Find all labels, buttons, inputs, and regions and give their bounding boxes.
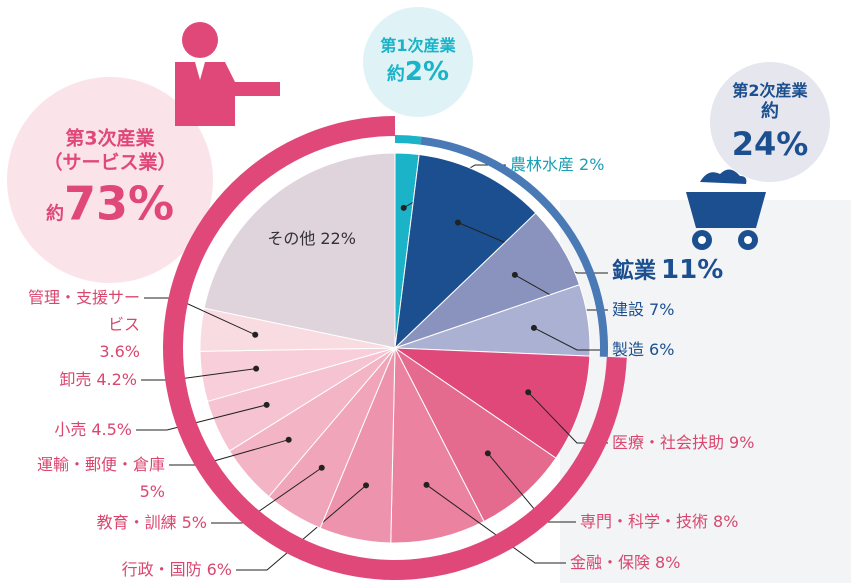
leader-line [211, 467, 323, 524]
value: 8% [655, 553, 681, 572]
category: 金融・保険 [570, 553, 651, 572]
sector-value: 73% [63, 176, 175, 230]
category: 建設 [612, 300, 645, 319]
value: 7% [649, 300, 675, 319]
value: 6% [206, 560, 232, 579]
slice-label: 建設 7% [612, 296, 674, 323]
sector-bubble [710, 62, 830, 182]
category: 鉱業 [612, 259, 657, 284]
person-icon [175, 22, 280, 126]
slice-label: 農林水産 2% [510, 151, 604, 178]
category: 教育・訓練 [96, 513, 177, 532]
value: 11% [661, 255, 724, 285]
category: 管理・支援サービス [28, 288, 141, 334]
sector-label: 第1次産業 約2% [380, 36, 455, 89]
leader-dot [363, 482, 370, 489]
sector-ring [420, 136, 608, 357]
prefix: 約 [386, 63, 405, 85]
sector-name: 第2次産業 [732, 80, 808, 100]
value: 5% [139, 482, 165, 501]
category: 卸売 [59, 370, 92, 389]
slice-label: その他 22% [267, 225, 397, 252]
cart-icon [686, 169, 766, 250]
sector-share: 約24% [730, 101, 811, 164]
value: 4.5% [91, 420, 132, 439]
value: 4.2% [96, 370, 137, 389]
leader-dot [285, 436, 292, 443]
sector-bubble [7, 77, 213, 283]
slice-label: 専門・科学・技術 8% [580, 508, 738, 535]
leader-dot [525, 389, 532, 396]
slice-label: 管理・支援サービス 3.6% [28, 284, 140, 365]
leader-line [426, 484, 566, 564]
slice-label: 医療・社会扶助 9% [612, 429, 754, 456]
sector-value: 2% [404, 56, 450, 87]
category: 小売 [54, 420, 87, 439]
category: 専門・科学・技術 [580, 512, 709, 531]
pie-slice [394, 347, 557, 523]
category: 行政・国防 [121, 560, 202, 579]
leader-dot [454, 219, 461, 226]
sector-share: 約2% [380, 56, 455, 89]
value: 5% [181, 513, 207, 532]
pie-slice [390, 347, 485, 544]
sector-name: 第3次産業 [65, 127, 155, 150]
slice-label: 行政・国防 6% [122, 556, 232, 583]
leader-line [236, 484, 367, 571]
value: 8% [713, 512, 739, 531]
value: 6% [649, 340, 675, 359]
leader-dot [484, 450, 491, 457]
sector-subname: （サービス業） [43, 151, 177, 174]
slice-label: 教育・訓練 5% [97, 509, 207, 536]
leader-line [136, 404, 267, 431]
leader-line [457, 222, 608, 274]
category: 農林水産 [510, 155, 575, 174]
pie-slice [203, 152, 396, 349]
leader-dot [423, 481, 430, 488]
sector-ring [395, 135, 422, 145]
slice-label: 製造 6% [612, 336, 674, 363]
category: 医療・社会扶助 [612, 433, 725, 452]
slice-label: 卸売 4.2% [59, 366, 137, 393]
sector-label: 第3次産業 （サービス業） 約73% [43, 128, 176, 233]
category: 運輸・郵便・倉庫 [36, 455, 165, 474]
value: 2% [579, 155, 605, 174]
prefix: 約 [45, 203, 64, 224]
leader-dot [318, 464, 325, 471]
slice-label: 運輸・郵便・倉庫 5% [5, 451, 165, 505]
leader-dot [400, 204, 407, 211]
leader-dot [511, 271, 518, 278]
category: 製造 [612, 340, 645, 359]
sector-bubble [363, 7, 473, 117]
prefix: 約 [761, 100, 779, 122]
sector-name: 第1次産業 [380, 35, 456, 55]
leader-dot [252, 331, 259, 338]
leader-line [533, 327, 608, 351]
sector-share: 約73% [43, 175, 176, 233]
sector-label: 第2次産業 約24% [730, 81, 811, 164]
leader-dot [263, 401, 270, 408]
slice-label: 鉱業 11% [612, 257, 723, 285]
pie-slice [394, 153, 537, 350]
pie-slice [393, 347, 591, 459]
category: その他 [267, 228, 316, 248]
leader-dot [253, 365, 260, 372]
sector-value: 24% [731, 124, 809, 163]
value: 3.6% [99, 342, 140, 361]
slice-label: 金融・保険 8% [570, 549, 680, 576]
value: 9% [729, 433, 755, 452]
leader-dot [530, 324, 537, 331]
value: 22% [320, 228, 356, 248]
slice-label: 小売 4.5% [54, 416, 132, 443]
